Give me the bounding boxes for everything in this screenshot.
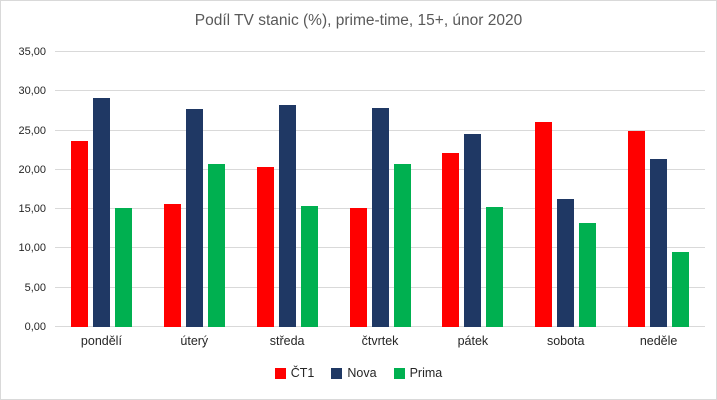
bar-Prima xyxy=(207,163,225,327)
bar-ČT1 xyxy=(349,208,367,327)
y-axis-tick-label: 35,00 xyxy=(18,46,46,58)
chart-title: Podíl TV stanic (%), prime-time, 15+, ún… xyxy=(194,12,523,29)
legend-item-Prima: Prima xyxy=(393,366,443,380)
legend-label: ČT1 xyxy=(290,366,315,380)
legend: ČT1 Nova Prima xyxy=(1,366,716,380)
bar-Nova xyxy=(371,107,389,327)
bar-ČT1 xyxy=(256,166,274,327)
legend-label: Prima xyxy=(409,366,443,380)
bar-Nova xyxy=(464,133,482,327)
x-axis-tick-label: středa xyxy=(269,334,305,348)
y-axis-tick-label: 15,00 xyxy=(18,203,46,216)
y-axis-tick-label: 25,00 xyxy=(18,124,46,137)
gridline-30 xyxy=(55,90,705,92)
legend-item-ČT1: ČT1 xyxy=(274,366,315,380)
bar-group-středa xyxy=(241,52,334,327)
bar-Prima xyxy=(393,164,411,327)
bar-Nova xyxy=(557,198,575,327)
x-axis-tick-label: úterý xyxy=(180,334,209,348)
x-axis-tick-label: pátek xyxy=(457,334,489,348)
bar-group-čtvrtek xyxy=(334,52,427,327)
bar-Nova xyxy=(92,98,110,327)
legend-label: Nova xyxy=(347,366,377,380)
x-axis-tick-label: pondělí xyxy=(80,334,122,348)
x-axis-tick-label: neděle xyxy=(639,334,678,348)
bar-Prima xyxy=(300,206,318,327)
bar-Prima xyxy=(114,208,132,327)
y-axis-tick-label: 0,00 xyxy=(24,321,46,333)
legend-swatch-icon xyxy=(274,367,286,379)
bar-ČT1 xyxy=(70,140,88,327)
bar-Nova xyxy=(185,108,203,327)
bar-group-pátek xyxy=(426,52,519,327)
bar-group-úterý xyxy=(148,52,241,327)
y-axis-tick-label: 20,00 xyxy=(18,163,46,176)
x-axis-tick-label: sobota xyxy=(546,334,585,348)
bar-Prima xyxy=(672,251,690,327)
x-axis-tick-label: čtvrtek xyxy=(361,334,399,348)
bar-Nova xyxy=(650,158,668,327)
legend-item-Nova: Nova xyxy=(331,366,377,380)
y-axis-tick-label: 5,00 xyxy=(24,281,46,294)
bar-group-pondělí xyxy=(55,52,148,327)
bar-ČT1 xyxy=(163,204,181,327)
gridline-35 xyxy=(55,51,705,52)
bar-Nova xyxy=(278,105,296,327)
bar-ČT1 xyxy=(628,131,646,327)
legend-swatch-icon xyxy=(393,367,405,379)
legend-swatch-icon xyxy=(331,367,343,379)
y-axis-tick-label: 10,00 xyxy=(18,242,46,255)
x-axis-labels: pondělí úterý středa čtvrtek pátek sobota nedě… xyxy=(55,334,705,348)
bar-Prima xyxy=(579,223,597,327)
plot-area xyxy=(55,51,705,327)
bar-Prima xyxy=(486,206,504,327)
y-axis-tick-label: 30,00 xyxy=(18,85,46,98)
bar-ČT1 xyxy=(442,152,460,327)
bar-groups xyxy=(55,52,705,327)
bar-group-neděle xyxy=(612,52,705,327)
bar-ČT1 xyxy=(535,121,553,327)
y-axis-labels: 0,00 5,00 10,00 15,00 20,00 25,00 30,00 35,00 xyxy=(1,46,46,333)
bar-group-sobota xyxy=(519,52,612,327)
